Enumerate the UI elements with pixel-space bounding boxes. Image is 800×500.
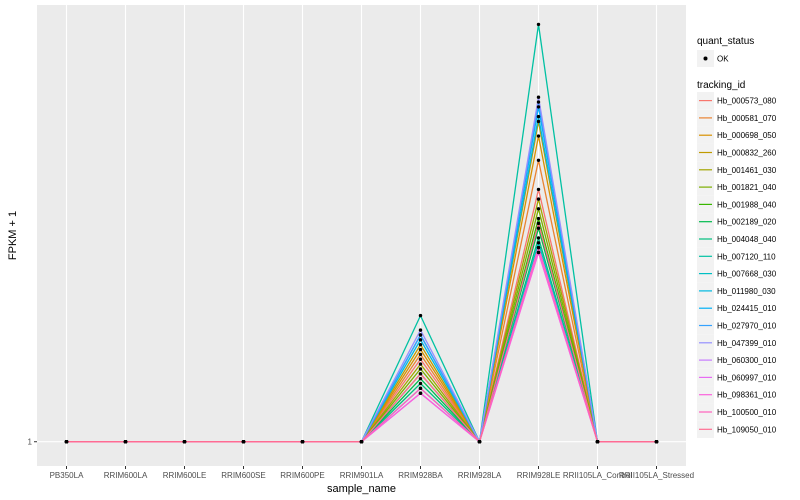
data-point: [536, 100, 541, 104]
x-axis: PB350LA RRIM600LA RRIM600LE RRIM600SE RRIM60…: [50, 466, 694, 480]
legend-label: Hb_000832_260: [717, 149, 777, 158]
data-point: [418, 333, 423, 337]
x-tick-label: RRII105LA_Control: [563, 471, 633, 480]
x-tick-label: RRIM928LA: [458, 471, 502, 480]
legend-label: Hb_060997_010: [717, 373, 777, 382]
legend-label: Hb_001988_040: [717, 200, 777, 209]
data-point: [241, 440, 246, 444]
data-point: [595, 440, 600, 444]
data-point: [418, 313, 423, 318]
legend-label: Hb_024415_010: [717, 304, 777, 313]
data-point: [536, 216, 541, 221]
data-point: [654, 440, 659, 444]
y-tick-label: 1: [28, 438, 33, 447]
legend-label: OK: [717, 55, 729, 64]
legend-label: Hb_001821_040: [717, 183, 777, 192]
data-point: [536, 236, 541, 240]
legend-label: Hb_000581_070: [717, 114, 777, 123]
data-point: [64, 440, 69, 444]
data-point: [418, 328, 423, 332]
legend-label: Hb_060300_010: [717, 356, 777, 365]
data-point: [536, 22, 541, 27]
data-point: [536, 221, 541, 226]
x-tick-label: RRIM928LE: [517, 471, 561, 480]
x-axis-title: sample_name: [327, 483, 396, 495]
data-point: [536, 105, 541, 109]
data-point: [536, 187, 541, 192]
legend-label: Hb_100500_010: [717, 408, 777, 417]
data-point: [536, 114, 541, 119]
x-tick-label: RRIM600LE: [163, 471, 207, 480]
legend-label: Hb_011980_030: [717, 287, 776, 296]
data-point: [418, 386, 423, 391]
data-point: [182, 440, 187, 444]
data-point: [536, 250, 541, 255]
data-point: [536, 119, 541, 124]
legend-point-symbol: [703, 56, 708, 61]
x-tick-label: RRII105LA_Stressed: [619, 471, 694, 480]
legend-label: Hb_004048_040: [717, 235, 777, 244]
legend-label: Hb_000573_080: [717, 97, 777, 106]
data-point: [418, 347, 423, 352]
legend-label: Hb_002189_020: [717, 218, 777, 227]
data-point: [418, 381, 423, 386]
data-point: [418, 391, 423, 395]
data-point: [359, 440, 364, 444]
legend-label: Hb_098361_010: [717, 391, 777, 400]
x-tick-label: RRIM600SE: [221, 471, 265, 480]
data-point: [418, 352, 423, 357]
data-point: [536, 245, 541, 250]
legend-label: Hb_027970_010: [717, 322, 777, 331]
data-point: [123, 440, 128, 444]
legend-label: Hb_000698_050: [717, 131, 777, 140]
data-point: [536, 158, 541, 162]
quant-status-legend-title: quant_status: [697, 36, 754, 47]
data-point: [536, 207, 541, 211]
legend-label: Hb_109050_010: [717, 425, 777, 434]
y-axis: 1: [28, 438, 37, 447]
data-point: [418, 376, 423, 381]
data-point: [536, 241, 541, 245]
x-tick-label: RRIM901LA: [340, 471, 384, 480]
data-point: [418, 342, 423, 347]
legend-label: Hb_007668_030: [717, 270, 777, 279]
data-point: [536, 197, 541, 201]
data-point: [418, 372, 423, 376]
x-tick-label: RRIM600PE: [280, 471, 324, 480]
data-point: [300, 440, 305, 444]
tracking-id-legend-title: tracking_id: [697, 80, 745, 91]
legend-label: Hb_047399_010: [717, 339, 777, 348]
y-axis-title: FPKM + 1: [7, 211, 19, 260]
legend-label: Hb_001461_030: [717, 166, 777, 175]
data-points: [64, 22, 659, 444]
data-point: [536, 134, 541, 138]
data-point: [418, 357, 423, 361]
x-tick-label: PB350LA: [50, 471, 84, 480]
grid-lines: [37, 5, 686, 466]
legend: quant_status tracking_id OK Hb_000573_080…: [697, 36, 777, 438]
data-point: [418, 362, 423, 366]
data-point: [418, 338, 423, 342]
data-point: [536, 95, 541, 99]
data-point: [536, 226, 541, 230]
x-tick-label: RRIM928BA: [398, 471, 443, 480]
data-point: [477, 440, 482, 444]
legend-label: Hb_007120_110: [717, 252, 776, 261]
data-point: [418, 367, 423, 371]
x-tick-label: RRIM600LA: [104, 471, 148, 480]
